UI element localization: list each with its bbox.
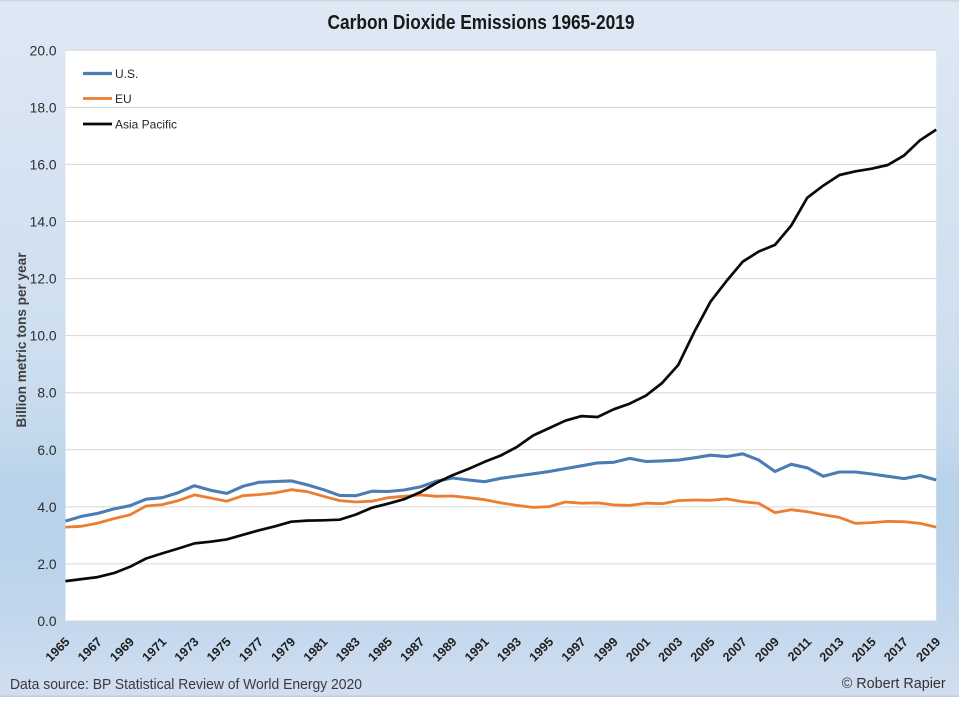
svg-text:20.0: 20.0 — [30, 43, 57, 58]
svg-text:10.0: 10.0 — [30, 329, 57, 344]
svg-text:Carbon Dioxide Emissions 1965-: Carbon Dioxide Emissions 1965-2019 — [328, 11, 635, 34]
svg-text:12.0: 12.0 — [30, 272, 57, 287]
svg-text:Billion metric tons per year: Billion metric tons per year — [14, 252, 29, 428]
svg-text:14.0: 14.0 — [30, 215, 57, 230]
svg-text:16.0: 16.0 — [30, 157, 57, 172]
svg-text:0.0: 0.0 — [37, 614, 57, 629]
svg-text:18.0: 18.0 — [30, 100, 57, 115]
svg-text:© Robert Rapier: © Robert Rapier — [842, 675, 946, 692]
svg-text:Data source: BP Statistical Re: Data source: BP Statistical Review of Wo… — [10, 677, 362, 693]
svg-text:Asia Pacific: Asia Pacific — [115, 118, 177, 132]
svg-text:6.0: 6.0 — [37, 443, 57, 458]
svg-text:4.0: 4.0 — [37, 500, 57, 515]
svg-text:8.0: 8.0 — [37, 386, 57, 401]
svg-text:EU: EU — [115, 92, 132, 106]
svg-text:U.S.: U.S. — [115, 67, 138, 81]
svg-text:2.0: 2.0 — [37, 557, 57, 572]
